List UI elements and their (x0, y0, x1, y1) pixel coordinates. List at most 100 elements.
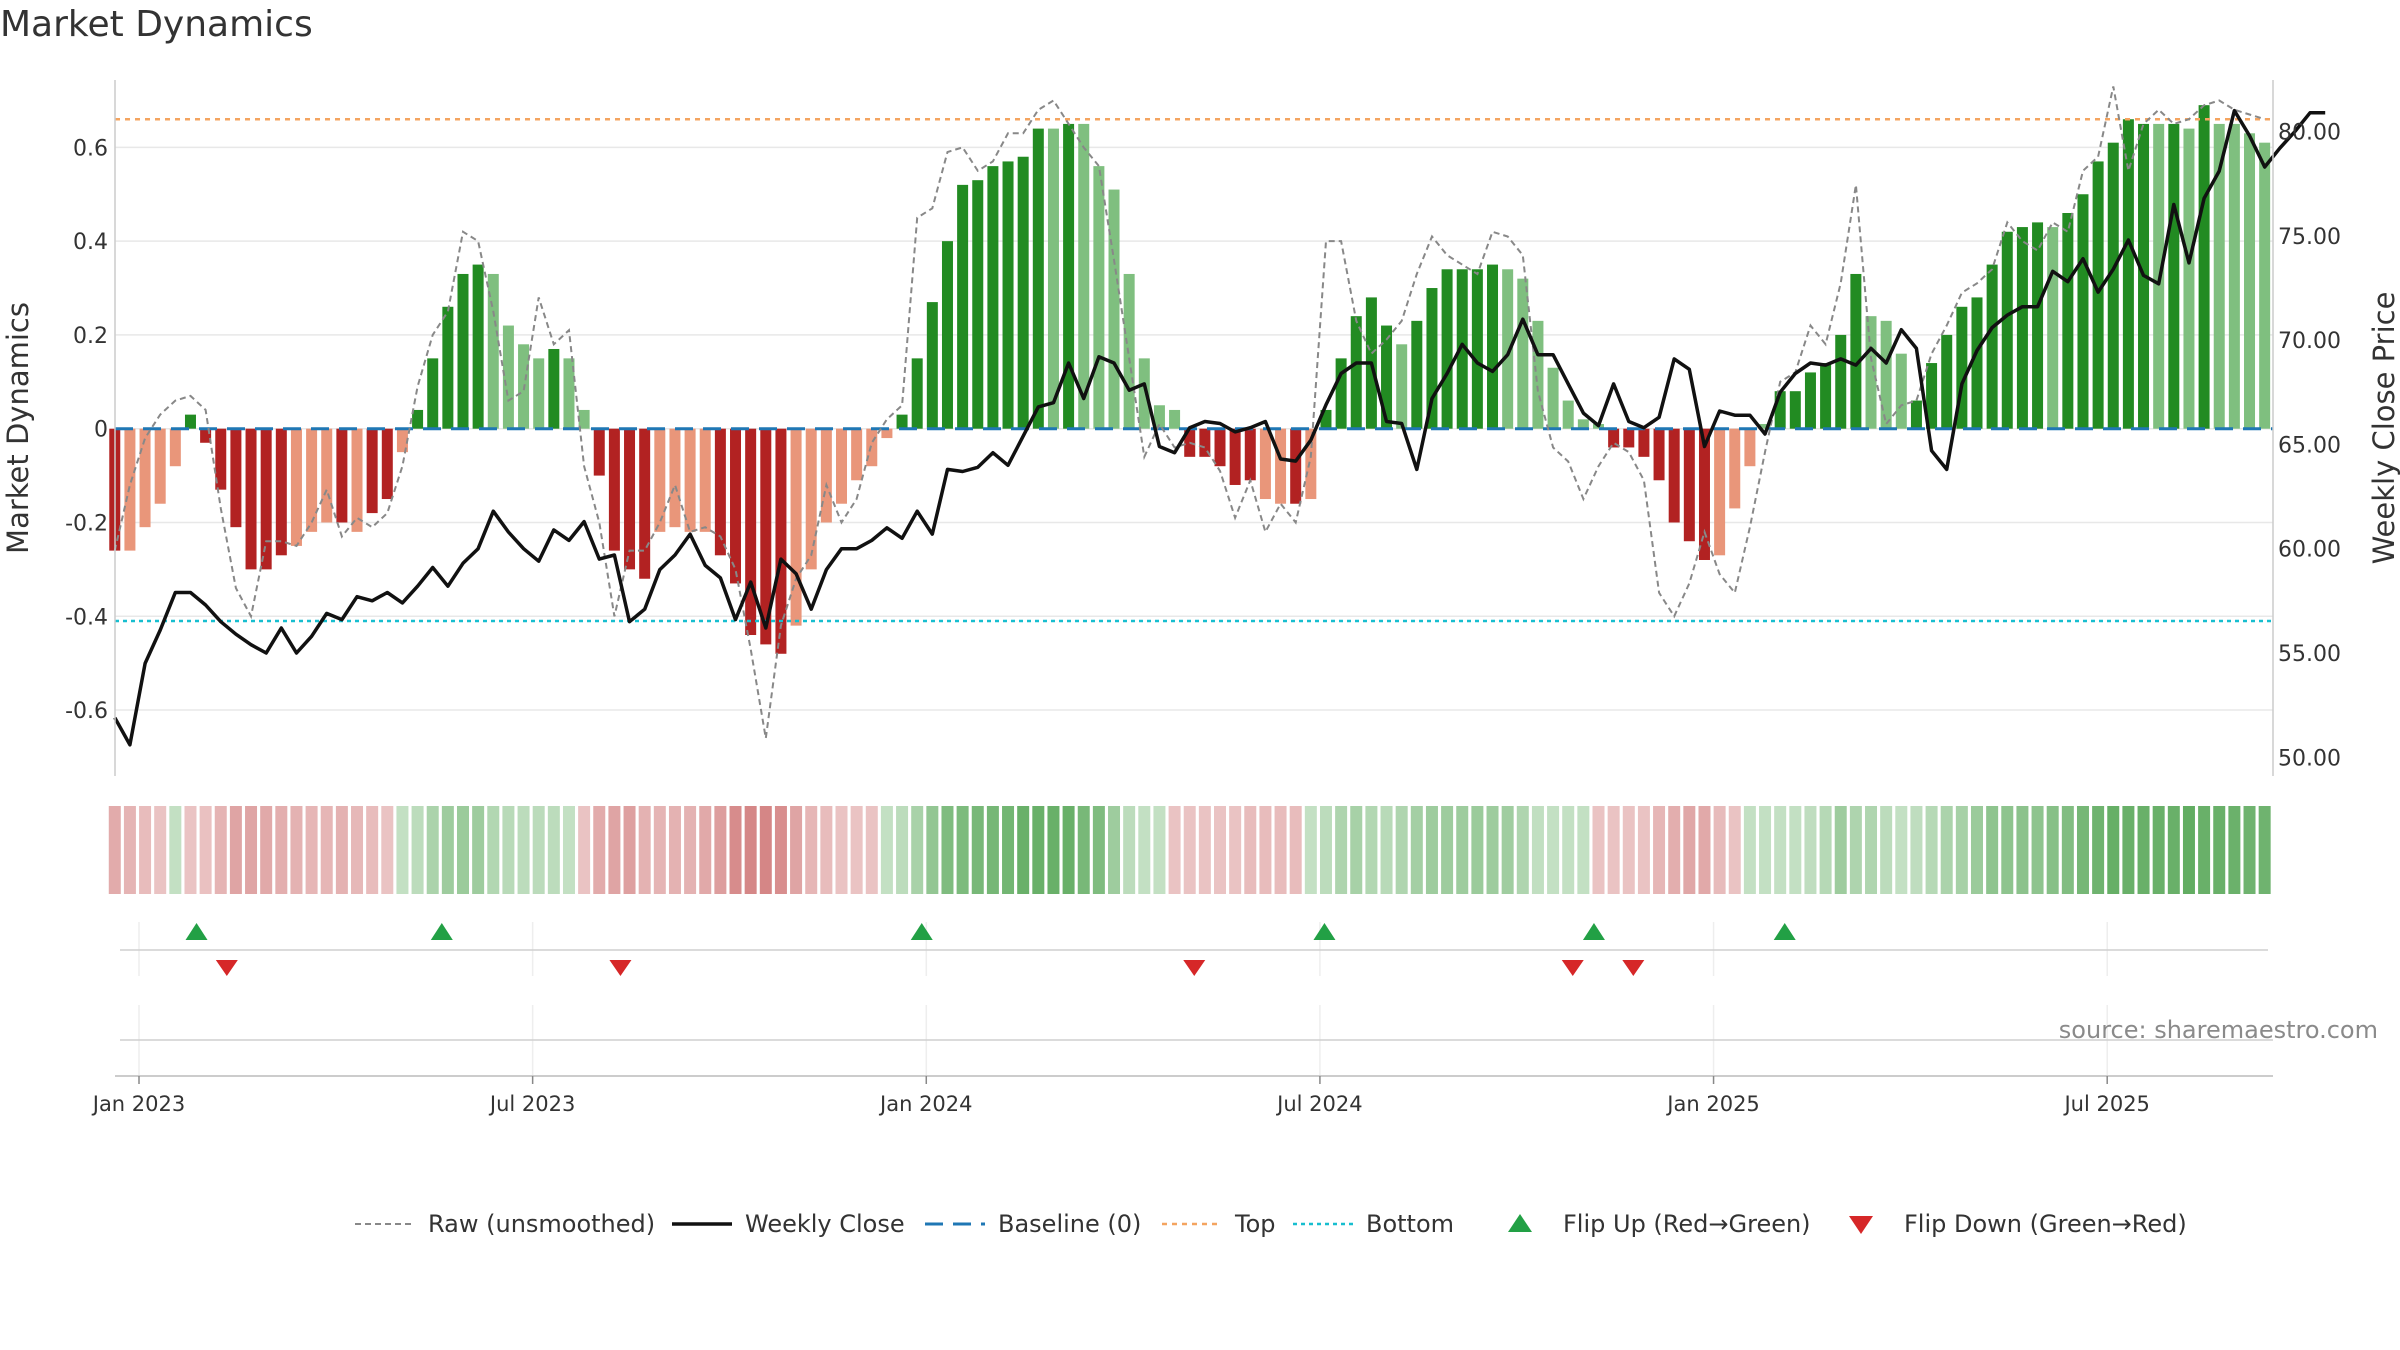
legend-item-flip_up: Flip Up (Red→Green) (1508, 1210, 1811, 1238)
bar (1562, 400, 1574, 429)
reference-lines (115, 117, 2273, 623)
heat-cell (956, 806, 969, 894)
heat-cell (911, 806, 924, 894)
heat-cell (335, 806, 348, 894)
bar (2244, 133, 2256, 429)
bar (593, 428, 605, 476)
heat-cell (1335, 806, 1348, 894)
bar (2107, 142, 2119, 429)
bar (972, 180, 984, 429)
bar (200, 428, 212, 443)
heat-cell (547, 806, 560, 894)
bar (835, 428, 847, 504)
bar (290, 428, 302, 546)
y-tick-label: -0.6 (65, 699, 108, 724)
heat-cell (986, 806, 999, 894)
y2-tick-label: 70.00 (2278, 329, 2341, 354)
heat-cell (1547, 806, 1560, 894)
bar (957, 184, 969, 429)
heat-cell (2243, 806, 2256, 894)
bar (2047, 227, 2059, 429)
bar (1290, 428, 1302, 504)
legend-item-baseline: Baseline (0) (925, 1210, 1141, 1238)
raw-series-line (113, 86, 2265, 739)
heat-cell (850, 806, 863, 894)
heat-cell (1456, 806, 1469, 894)
bar (578, 409, 590, 429)
heat-cell (1577, 806, 1590, 894)
heat-cell (214, 806, 227, 894)
heat-cell (1789, 806, 1802, 894)
heat-cell (1077, 806, 1090, 894)
heat-cell (820, 806, 833, 894)
heat-cell (865, 806, 878, 894)
y-tick-label: 0.2 (73, 324, 108, 349)
heat-cell (1244, 806, 1257, 894)
raw-line-layer (113, 86, 2265, 739)
heat-cell (2031, 806, 2044, 894)
bottom-panel (115, 1005, 2273, 1077)
bar (1577, 419, 1589, 429)
page-title: Market Dynamics (0, 4, 313, 45)
bar (1335, 358, 1347, 429)
heat-cell (2076, 806, 2089, 894)
legend-swatch (1849, 1216, 1873, 1234)
heat-cell (139, 806, 152, 894)
heat-cell (1425, 806, 1438, 894)
bar (1214, 428, 1226, 467)
heat-cell (1138, 806, 1151, 894)
heat-cell (880, 806, 893, 894)
bar (1396, 344, 1408, 429)
bar (745, 428, 757, 636)
heat-cell (941, 806, 954, 894)
heat-cell (2258, 806, 2271, 894)
heat-cell (1622, 806, 1635, 894)
heat-cell (1819, 806, 1832, 894)
bar (1547, 367, 1559, 429)
heat-cell (1713, 806, 1726, 894)
heat-cell (1092, 806, 1105, 894)
bar (351, 428, 363, 532)
heat-cell (366, 806, 379, 894)
bar (230, 428, 242, 528)
heat-cell (1804, 806, 1817, 894)
bar (306, 428, 318, 532)
bar (624, 428, 636, 570)
bar (730, 428, 742, 584)
bar (2213, 123, 2225, 429)
heat-cell (2152, 806, 2165, 894)
heat-cell (2182, 806, 2195, 894)
heat-cell (1986, 806, 1999, 894)
heat-cell (1607, 806, 1620, 894)
y-tick-label: -0.4 (65, 605, 108, 630)
bar (487, 273, 499, 429)
bar (1608, 428, 1620, 448)
heat-cell (108, 806, 121, 894)
y-tick-label: 0 (94, 418, 108, 443)
bar (1093, 166, 1105, 429)
bar (1698, 428, 1710, 560)
bar (2001, 231, 2013, 429)
bar (2198, 105, 2210, 429)
legend-item-bottom: Bottom (1293, 1210, 1454, 1238)
bar (1441, 269, 1453, 429)
heat-cell (1895, 806, 1908, 894)
y2-tick-label: 65.00 (2278, 433, 2341, 458)
heat-cell (1531, 806, 1544, 894)
x-axis-ticks: Jan 2023 Jul 2023 Jan 2024 Jul 2024 Jan 2025… (91, 1076, 2150, 1116)
heat-cell (229, 806, 242, 894)
heat-cell (638, 806, 651, 894)
x-tick-label: Jul 2024 (1275, 1092, 1362, 1116)
heat-cell (1198, 806, 1211, 894)
heat-cell (275, 806, 288, 894)
legend-label: Flip Up (Red→Green) (1563, 1210, 1811, 1238)
heat-cell (1910, 806, 1923, 894)
y2-tick-label: 75.00 (2278, 225, 2341, 250)
heat-cell (2137, 806, 2150, 894)
bar (1320, 409, 1332, 429)
heat-cell (562, 806, 575, 894)
heat-cell (1683, 806, 1696, 894)
bar (1199, 428, 1211, 457)
flip-markers (120, 922, 2268, 976)
y2-axis-title: Weekly Close Price (2367, 292, 2400, 565)
